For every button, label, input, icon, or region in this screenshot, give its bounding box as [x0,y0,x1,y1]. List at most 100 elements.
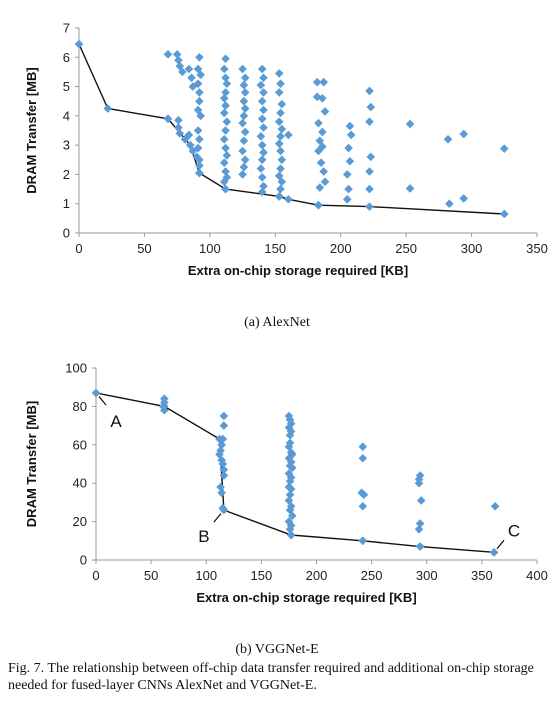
data-point [285,430,295,440]
data-point [240,88,250,97]
data-point [195,88,204,97]
data-point [366,102,376,112]
data-point [277,155,287,165]
data-point [315,136,325,146]
data-point [216,446,225,455]
data-point [459,194,469,203]
data-point [221,73,230,83]
data-point [239,111,249,121]
data-point [239,96,249,106]
data-point [365,202,374,211]
data-point [315,183,325,192]
data-point [284,130,293,140]
data-point [193,64,203,74]
data-point [345,156,355,166]
data-point [195,161,204,170]
data-point [217,488,226,498]
y-tick-label: 6 [63,50,70,65]
annotation-label: B [198,527,209,546]
data-point [257,173,267,182]
data-point [195,134,204,144]
data-point [277,124,287,134]
data-point [346,130,356,140]
y-tick-label: 7 [63,21,70,36]
data-point [286,419,296,428]
data-point [257,140,267,150]
data-point [219,64,229,74]
data-point [174,115,183,125]
data-point [276,146,285,156]
data-point [163,114,173,124]
data-point [196,70,205,80]
data-point [320,107,330,116]
subfigure-caption: (b) VGGNet-E [235,642,318,657]
x-tick-label: 200 [306,568,328,583]
data-point [405,184,415,193]
data-point [365,117,374,127]
x-tick-label: 250 [395,241,417,256]
data-point [276,108,285,118]
data-point [342,195,352,204]
x-tick-label: 50 [137,241,151,256]
y-tick-label: 80 [73,399,87,414]
data-point [238,170,247,179]
data-point [219,158,229,168]
data-point [193,126,203,135]
data-point [172,50,182,59]
x-axis-title: Extra on-chip storage required [KB] [196,590,416,605]
data-point [259,181,268,191]
x-tick-label: 400 [526,568,548,583]
data-point [195,155,204,165]
data-point [195,52,204,62]
data-point [443,134,453,144]
data-point [240,127,250,137]
data-point [276,132,285,141]
data-point [219,421,229,430]
data-point [103,104,113,113]
data-point [259,123,268,132]
data-point [160,402,169,411]
data-point [195,96,204,106]
data-point [259,88,268,97]
data-point [187,73,196,83]
data-point [256,80,266,90]
data-point [219,411,229,421]
data-point [274,117,284,127]
data-point [221,167,230,176]
x-tick-label: 300 [416,568,438,583]
data-point [174,123,183,132]
data-point [358,501,368,511]
annotation-leader [98,396,107,406]
data-point [276,184,285,194]
data-point [445,199,454,209]
data-point [240,155,250,165]
data-point [287,463,297,473]
data-point [415,542,425,551]
data-point [221,184,230,194]
data-point [193,79,203,88]
data-point [257,114,267,124]
alexnet-chart: 0 1 2 3 4 5 6 7 0 50 100 150 200 250 300 350 Extra on-ch… [24,21,548,331]
data-point [286,501,296,511]
data-point [257,187,267,197]
data-point [277,99,287,109]
data-point [219,108,229,118]
annotation-label: A [110,412,122,431]
x-tick-label: 150 [251,568,273,583]
data-point [193,105,203,115]
data-point [257,155,267,165]
annotation-label: C [508,521,520,540]
x-tick-label: 350 [526,241,548,256]
data-point [222,151,232,160]
pareto-frontier-line [95,392,495,553]
data-point [222,79,232,88]
data-point [276,164,285,173]
data-point [284,195,293,204]
y-tick-label: 4 [63,108,70,123]
data-point [365,184,374,194]
x-axis-title: Extra on-chip storage required [KB] [188,263,408,278]
data-point [358,442,368,452]
data-point [196,111,205,121]
data-point [184,130,194,140]
